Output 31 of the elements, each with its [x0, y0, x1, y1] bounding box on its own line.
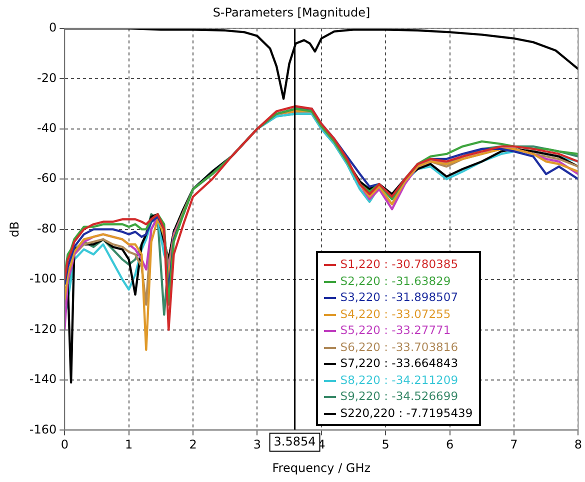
x-tick-label: 6 — [446, 438, 454, 452]
x-axis-title: Frequency / GHz — [272, 460, 371, 475]
ref-line-label: 3.5854 — [274, 434, 316, 448]
x-tick-label: 2 — [189, 438, 197, 452]
x-tick-label: 7 — [510, 438, 518, 452]
y-tick-label: -80 — [37, 221, 57, 236]
legend-label: S9,220 : -34.526699 — [340, 389, 458, 404]
y-tick-label: -100 — [29, 272, 57, 286]
y-tick-label: -40 — [37, 120, 57, 135]
legend-label: S220,220 : -7.7195439 — [340, 406, 473, 420]
x-tick-label: 3 — [253, 438, 262, 452]
legend-label: S1,220 : -30.780385 — [340, 257, 458, 272]
y-axis-title: dB — [7, 221, 22, 238]
y-tick-label: 0 — [48, 20, 57, 35]
y-tick-label: -120 — [29, 322, 57, 336]
legend-label: S5,220 : -33.27771 — [340, 323, 451, 338]
y-tick-label: -160 — [29, 422, 57, 436]
legend-label: S7,220 : -33.664843 — [340, 356, 458, 370]
legend-label: S3,220 : -31.898507 — [340, 290, 458, 304]
y-tick-label: -60 — [37, 171, 57, 186]
y-tick-label: -140 — [29, 372, 57, 386]
legend-label: S4,220 : -33.07255 — [340, 306, 451, 321]
legend-label: S2,220 : -31.63829 — [340, 274, 451, 288]
chart-title: S-Parameters [Magnitude] — [212, 5, 370, 20]
x-tick-label: 1 — [125, 438, 133, 452]
x-tick-label: 0 — [60, 438, 68, 452]
x-tick-label: 5 — [382, 438, 390, 452]
y-tick-label: -20 — [37, 70, 57, 85]
legend-label: S8,220 : -34.211209 — [340, 372, 458, 387]
x-tick-label: 8 — [574, 438, 582, 452]
legend-label: S6,220 : -33.703816 — [340, 340, 458, 354]
